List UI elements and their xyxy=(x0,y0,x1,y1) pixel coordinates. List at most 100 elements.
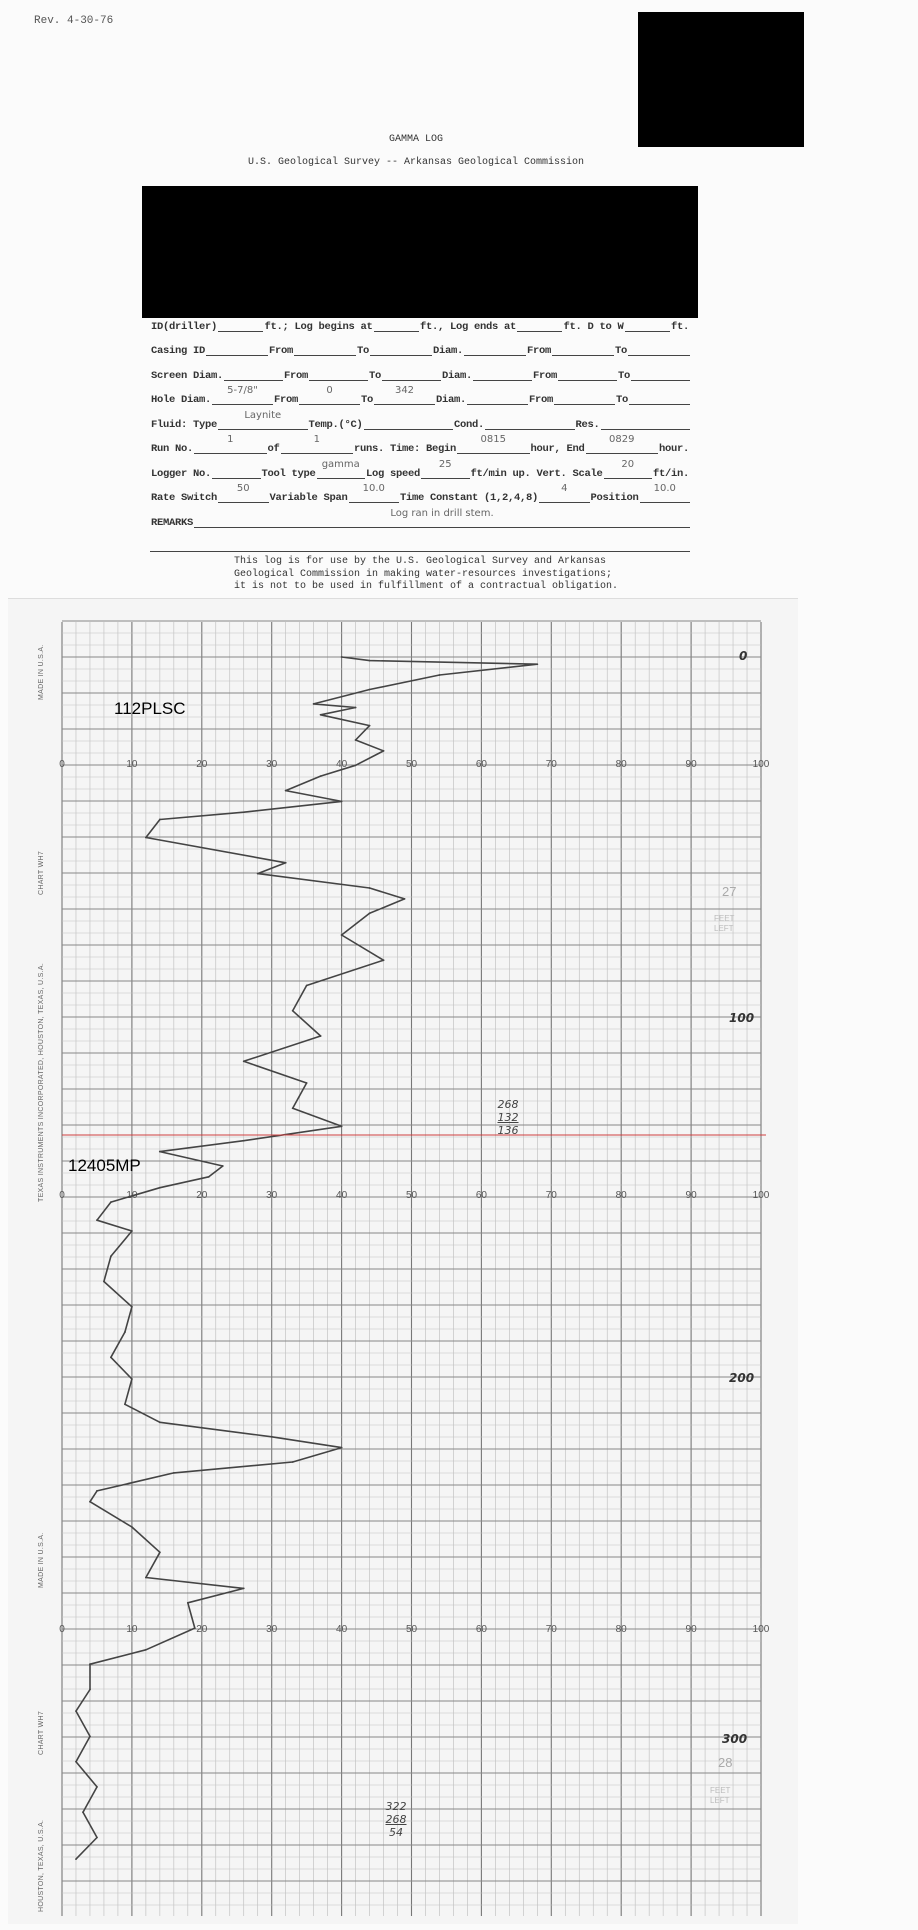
gamma-point xyxy=(158,1186,161,1189)
gamma-point xyxy=(96,1490,98,1492)
field-label: hour. xyxy=(659,443,690,455)
field-value[interactable] xyxy=(631,366,690,381)
field-value[interactable]: 0 xyxy=(299,386,360,405)
field-value-text: 342 xyxy=(394,385,415,396)
gamma-point xyxy=(319,713,322,716)
x-tick-label: 70 xyxy=(546,1624,558,1635)
field-value[interactable]: 10.0 xyxy=(639,484,691,503)
field-value[interactable] xyxy=(363,415,453,430)
gamma-point xyxy=(319,1035,322,1037)
field-label: Run No. xyxy=(151,443,194,455)
field-value[interactable]: 25 xyxy=(421,459,470,479)
field-label: Screen Diam. xyxy=(151,369,224,382)
form-row: Fluid: Type Laynite Temp.(°C) Cond. Res. xyxy=(150,406,690,431)
x-tick-label: 30 xyxy=(266,759,278,770)
gamma-point xyxy=(305,1082,308,1084)
gamma-point xyxy=(368,688,371,691)
gamma-point xyxy=(242,1139,245,1142)
form-row: Hole Diam. 5-7/8" From 0 To 342 Diam. From To xyxy=(150,382,690,406)
field-label: Hole Diam. xyxy=(151,394,212,406)
field-value[interactable] xyxy=(382,366,441,381)
gamma-point xyxy=(291,1461,294,1463)
field-label: ft/min up. Vert. Scale xyxy=(470,467,603,480)
field-label: ft., Log ends at xyxy=(419,320,517,333)
field-value[interactable] xyxy=(224,366,283,381)
field-value-text: 1 xyxy=(227,434,234,445)
field-value[interactable] xyxy=(212,464,261,479)
field-value-text: 5-7/8" xyxy=(227,385,258,396)
gamma-point xyxy=(340,656,343,658)
field-value-text: 0 xyxy=(326,385,333,396)
field-value[interactable]: 10.0 xyxy=(348,484,399,503)
field-value[interactable] xyxy=(554,390,615,405)
x-tick-label: 70 xyxy=(546,1190,558,1201)
side-label: HOUSTON, TEXAS, U.S.A. xyxy=(38,1819,45,1912)
field-value[interactable]: 50 xyxy=(218,484,269,503)
field-value[interactable] xyxy=(624,317,670,332)
field-value[interactable] xyxy=(206,341,268,356)
field-value[interactable] xyxy=(294,341,356,356)
field-value[interactable] xyxy=(370,341,432,356)
field-value[interactable] xyxy=(309,366,368,381)
field-value[interactable]: gamma xyxy=(316,459,365,479)
field-label: ft. xyxy=(670,320,689,333)
feet-left-label: FEET LEFT xyxy=(710,1786,731,1805)
gamma-point xyxy=(158,818,161,821)
x-tick-label: 10 xyxy=(126,1624,138,1635)
gamma-point xyxy=(354,764,357,767)
field-value-text: 25 xyxy=(438,458,452,470)
gamma-point xyxy=(340,1125,343,1128)
field-value[interactable] xyxy=(485,415,575,430)
field-value[interactable]: 342 xyxy=(374,386,435,405)
x-tick-label: 50 xyxy=(406,759,418,770)
field-value[interactable]: 0829 xyxy=(585,435,659,454)
field-value[interactable] xyxy=(473,366,532,381)
gamma-point xyxy=(131,1378,133,1380)
gamma-point xyxy=(89,1500,91,1503)
field-label: hour, End xyxy=(530,443,585,455)
gamma-point xyxy=(193,1627,196,1629)
gamma-point xyxy=(75,1760,77,1763)
handwritten-calc: 322 268 54 xyxy=(378,1800,414,1839)
field-value[interactable] xyxy=(467,390,528,405)
x-tick-label: 20 xyxy=(196,759,208,770)
field-value[interactable]: 20 xyxy=(603,459,653,479)
field-value[interactable] xyxy=(218,317,264,332)
gamma-point xyxy=(186,1601,189,1604)
gamma-point xyxy=(368,724,371,727)
field-value[interactable]: 0815 xyxy=(457,435,530,454)
field-value[interactable] xyxy=(600,415,690,430)
side-label: MADE IN U.S.A. xyxy=(38,644,45,700)
field-value[interactable] xyxy=(150,537,690,552)
field-value-text: 1 xyxy=(313,434,320,445)
field-label: From xyxy=(274,394,299,406)
gamma-point xyxy=(158,1421,161,1424)
field-value[interactable] xyxy=(629,390,690,405)
gamma-point xyxy=(82,1811,84,1814)
field-value[interactable] xyxy=(373,317,419,332)
field-value[interactable] xyxy=(552,341,614,356)
gamma-point xyxy=(96,1836,98,1839)
field-label: ID(driller) xyxy=(151,320,218,333)
gamma-point xyxy=(256,872,259,875)
x-tick-label: 90 xyxy=(686,1190,698,1201)
field-value[interactable]: 4 xyxy=(539,484,590,503)
gamma-point xyxy=(270,1435,273,1438)
field-label: runs. Time: Begin xyxy=(354,443,457,455)
field-value[interactable]: 5-7/8" xyxy=(212,386,273,405)
field-value[interactable] xyxy=(464,341,526,356)
field-value[interactable] xyxy=(517,317,563,332)
gamma-point xyxy=(368,659,371,662)
field-value[interactable] xyxy=(558,366,617,381)
field-label: To xyxy=(357,345,370,357)
gamma-curve xyxy=(75,656,539,1860)
form-row: Screen Diam. From To Diam. From To xyxy=(150,357,690,382)
field-value[interactable]: 1 xyxy=(280,435,353,454)
field-value[interactable]: Laynite xyxy=(218,410,308,430)
gamma-point xyxy=(110,1255,112,1258)
field-value[interactable] xyxy=(628,341,690,356)
field-value[interactable]: Log ran in drill stem. xyxy=(194,508,690,528)
form-row: Logger No. Tool type gamma Log speed 25 ft/mi… xyxy=(150,455,690,480)
field-value[interactable]: 1 xyxy=(194,435,267,454)
form-row: Run No. 1 of 1 runs. Time: Begin 0815 hour, En… xyxy=(150,431,690,456)
